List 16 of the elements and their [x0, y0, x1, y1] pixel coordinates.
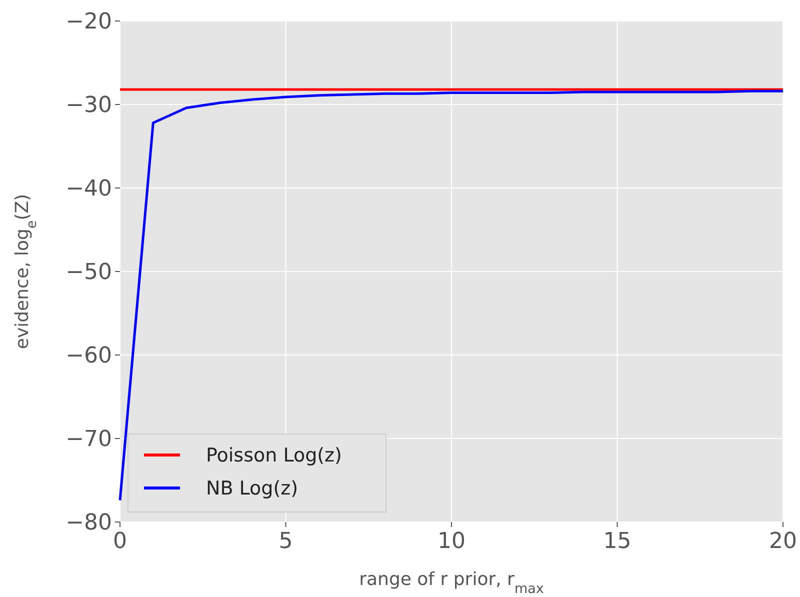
y-tick-label: −20: [66, 10, 112, 35]
y-tick-label: −50: [66, 260, 112, 286]
legend-label: Poisson Log(z): [206, 444, 342, 467]
x-tick-label: 10: [438, 529, 466, 554]
y-tick-label: −70: [66, 427, 112, 452]
y-tick-label: −40: [66, 176, 112, 202]
line-series: [118, 90, 784, 502]
y-tick-label: −80: [66, 510, 112, 536]
legend-label: NB Log(z): [206, 478, 298, 500]
x-tick-label: 5: [278, 529, 293, 554]
x-tick-label: 0: [113, 529, 127, 554]
x-axis-title: range of r prior, r$_{max}$: [359, 569, 544, 597]
y-tick-label: −60: [66, 344, 112, 369]
x-tick-label: 15: [603, 529, 632, 554]
y-tick-label: −30: [66, 93, 112, 118]
x-tick-label: 20: [769, 529, 797, 554]
